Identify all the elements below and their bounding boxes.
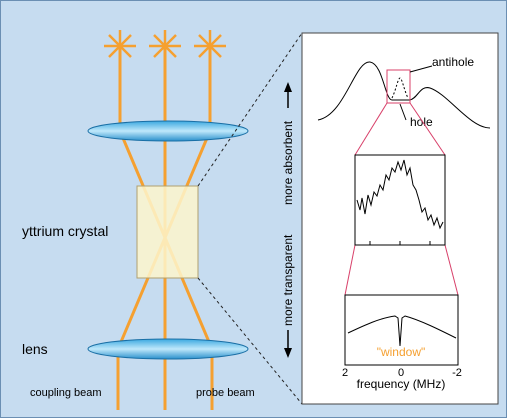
crystal — [136, 185, 199, 279]
pointer — [399, 103, 407, 121]
zoom-box — [386, 69, 411, 104]
coupling-label: coupling beam — [30, 387, 102, 399]
absorbent-label: more absorbent — [281, 120, 295, 205]
probe-label: probe beam — [196, 387, 255, 399]
spectrum — [317, 61, 491, 129]
lens-label: lens — [22, 341, 48, 357]
connector — [197, 32, 303, 187]
hole-label: hole — [410, 115, 433, 129]
lens-top — [87, 120, 249, 142]
arrow-head — [284, 348, 292, 358]
lens-bottom — [87, 338, 249, 360]
window-trace — [347, 315, 457, 347]
zoom-trace — [356, 159, 444, 230]
x-tick-label: 0 — [398, 367, 404, 379]
pointer — [409, 65, 433, 73]
x-axis-label: frequency (MHz) — [357, 377, 446, 391]
transparent-label: more transparent — [281, 234, 295, 326]
x-tick-label: -2 — [452, 367, 462, 379]
antihole-curve — [391, 77, 409, 99]
antihole-label: antihole — [432, 55, 474, 69]
window-label: "window" — [377, 345, 426, 359]
zoom-lines — [344, 102, 459, 296]
arrow-head — [284, 82, 292, 92]
sources — [104, 30, 226, 62]
x-tick-label: 2 — [342, 367, 348, 379]
crystal-label: yttrium crystal — [22, 223, 108, 239]
